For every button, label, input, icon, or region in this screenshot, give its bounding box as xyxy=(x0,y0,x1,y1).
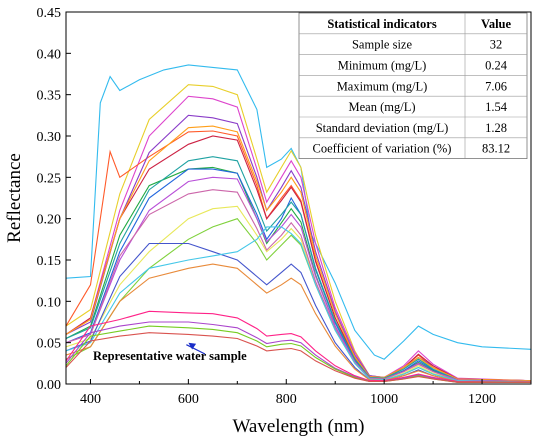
series-line-18 xyxy=(66,310,531,383)
series-line-1 xyxy=(66,64,531,360)
table-header-cell: Statistical indicators xyxy=(327,17,437,31)
table-cell: Mean (mg/L) xyxy=(349,100,416,114)
plot-frame xyxy=(65,11,532,385)
series-line-10 xyxy=(66,125,531,382)
y-axis-title: Reflectance xyxy=(4,153,25,243)
y-tick-label: 0.10 xyxy=(37,295,62,310)
series-line-2 xyxy=(66,84,531,382)
series-line-19 xyxy=(66,321,531,383)
annotation-arrow xyxy=(186,344,206,355)
y-tick-label: 0.45 xyxy=(37,6,62,21)
series-line-13 xyxy=(66,205,531,383)
series-line-7 xyxy=(66,168,531,383)
table-cell: 0.24 xyxy=(485,59,508,73)
series-line-11 xyxy=(66,156,531,383)
y-tick-label: 0.15 xyxy=(37,254,62,269)
table-cell: 1.28 xyxy=(485,121,507,135)
x-tick-label: 1200 xyxy=(468,392,496,407)
series-line-6 xyxy=(66,166,531,383)
y-tick-label: 0.20 xyxy=(37,213,62,228)
annotation: Representative water sample xyxy=(93,342,247,363)
x-tick-label: 400 xyxy=(80,392,101,407)
y-tick-label: 0.25 xyxy=(37,171,62,186)
table-cell: 7.06 xyxy=(485,79,507,93)
series-line-17 xyxy=(66,263,531,383)
y-tick-label: 0.05 xyxy=(37,337,62,352)
y-tick-label: 0.40 xyxy=(37,47,62,62)
table-cell: Sample size xyxy=(352,38,413,52)
annotation-arrowhead xyxy=(188,342,197,350)
y-tick-label: 0.00 xyxy=(37,378,62,393)
annotation-label: Representative water sample xyxy=(93,349,247,363)
series-line-21 xyxy=(66,332,531,383)
table-header-cell: Value xyxy=(481,17,512,31)
series-line-3 xyxy=(66,95,531,382)
x-tick-label: 1000 xyxy=(370,392,398,407)
series-layer xyxy=(66,64,531,383)
x-tick-label: 600 xyxy=(178,392,199,407)
series-line-16 xyxy=(66,226,531,383)
table-cell: Maximum (mg/L) xyxy=(337,79,428,93)
series-line-8 xyxy=(66,135,531,382)
table-cell: 83.12 xyxy=(482,142,510,156)
x-axis-title: Wavelength (nm) xyxy=(233,416,365,437)
y-tick-label: 0.30 xyxy=(37,130,62,145)
table-cell: Minimum (mg/L) xyxy=(338,59,427,73)
x-tick-label: 800 xyxy=(276,392,297,407)
series-line-14 xyxy=(66,189,531,383)
table-cell: Standard deviation (mg/L) xyxy=(316,121,449,135)
stats-table: Statistical indicators Value Sample size 32… xyxy=(298,12,528,160)
ticks-layer: 400 600 800 1000 1200 0.00 0.05 0.10 0.15 0.20 0.2… xyxy=(37,6,532,407)
table-cell: Coefficient of variation (%) xyxy=(313,142,452,156)
y-tick-label: 0.35 xyxy=(37,89,62,104)
table-cell: 1.54 xyxy=(485,100,508,114)
table-cell: 32 xyxy=(490,38,503,52)
